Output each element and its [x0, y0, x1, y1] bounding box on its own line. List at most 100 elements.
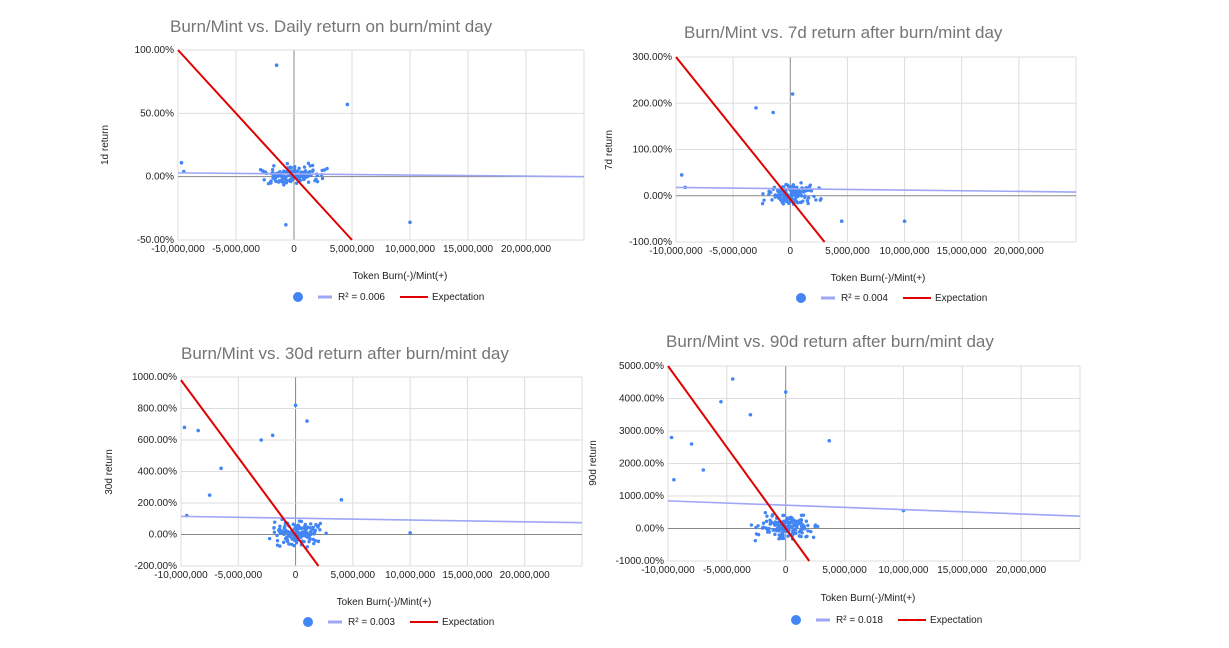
scatter-point [805, 534, 809, 539]
y-tick-label: 0.00% [644, 191, 672, 202]
scatter-point [299, 535, 303, 540]
chart-title: Burn/Mint vs. 7d return after burn/mint … [684, 23, 1003, 42]
scatter-point [285, 161, 290, 166]
scatter-point [325, 166, 329, 171]
scatter-point [800, 531, 804, 535]
scatter-point [719, 399, 723, 404]
chart-title: Burn/Mint vs. 30d return after burn/mint… [181, 344, 509, 363]
scatter-point [806, 523, 810, 528]
scatter-point [799, 181, 803, 185]
scatter-point [271, 176, 275, 180]
scatter-point [278, 524, 282, 529]
scatter-point [783, 390, 788, 394]
y-tick-label: 400.00% [138, 467, 178, 478]
scatter-point [753, 538, 758, 543]
chart-4: Burn/Mint vs. 90d return after burn/mint… [588, 332, 1081, 626]
scatter-point [345, 102, 350, 107]
y-tick-label: -100.00% [629, 237, 672, 248]
scatter-point [672, 477, 676, 482]
scatter-point [262, 178, 266, 182]
scatter-point [310, 527, 314, 532]
y-tick-label: 800.00% [138, 404, 178, 415]
y-tick-label: -1000.00% [616, 556, 664, 567]
scatter-point [763, 510, 768, 515]
scatter-point [305, 531, 309, 535]
scatter-point [789, 195, 794, 199]
y-tick-label: -200.00% [134, 561, 177, 572]
scatter-point [804, 189, 808, 193]
scatter-point [287, 542, 291, 546]
scatter-point [813, 524, 817, 529]
scatter-point [782, 513, 786, 518]
scatter-point [322, 168, 327, 172]
scatter-point [318, 528, 322, 532]
scatter-point [730, 377, 735, 381]
scatter-point [701, 468, 706, 472]
scatter-point [803, 194, 807, 198]
scatter-point [799, 513, 804, 517]
x-tick-label: -5,000,000 [709, 246, 757, 257]
legend-r2-label: R² = 0.018 [836, 615, 883, 626]
scatter-point [312, 532, 316, 536]
scatter-point [760, 526, 765, 530]
scatter-point [754, 532, 759, 536]
x-tick-label: 5,000,000 [330, 244, 375, 255]
scatter-point [302, 539, 306, 544]
y-tick-label: 300.00% [633, 52, 673, 63]
scatter-point [769, 190, 773, 195]
x-tick-label: -10,000,000 [154, 570, 208, 581]
scatter-point [272, 164, 276, 168]
y-tick-label: 200.00% [138, 498, 178, 509]
x-axis-label: Token Burn(-)/Mint(+) [337, 597, 432, 608]
scatter-point [762, 198, 766, 202]
scatter-point [179, 160, 184, 165]
scatter-point [805, 199, 810, 203]
x-tick-label: 10,000,000 [385, 570, 435, 581]
x-tick-label: -5,000,000 [703, 565, 751, 576]
scatter-point [902, 219, 907, 223]
scatter-point [260, 169, 265, 173]
scatter-point [769, 520, 774, 525]
scatter-point [301, 533, 305, 538]
scatter-point [320, 176, 325, 181]
scatter-point [285, 539, 290, 543]
scatter-point [797, 534, 801, 538]
scatter-point [293, 165, 297, 169]
x-axis-label: Token Burn(-)/Mint(+) [831, 273, 926, 284]
scatter-point [219, 466, 223, 471]
scatter-point [748, 412, 753, 417]
x-tick-label: 20,000,000 [500, 570, 550, 581]
scatter-point [764, 519, 769, 524]
scatter-point [286, 530, 291, 534]
scatter-point [294, 181, 299, 185]
y-axis-label: 30d return [104, 449, 115, 495]
scatter-point [790, 92, 795, 96]
scatter-point [292, 543, 296, 548]
legend-marker-points [293, 292, 303, 302]
y-tick-label: 5000.00% [619, 361, 664, 372]
legend-marker-points [791, 615, 801, 625]
scatter-point [679, 173, 684, 177]
scatter-point [282, 183, 286, 187]
scatter-point [289, 531, 293, 536]
legend-expectation-label: Expectation [935, 293, 987, 304]
chart-1: Burn/Mint vs. Daily return on burn/mint … [100, 17, 585, 303]
scatter-point [275, 538, 280, 543]
scatter-point [272, 530, 277, 534]
y-axis-label: 7d return [604, 130, 615, 170]
x-tick-label: 0 [783, 565, 789, 576]
scatter-point [791, 183, 796, 187]
scatter-point [290, 537, 295, 541]
scatter-point [275, 543, 280, 547]
scatter-point [297, 519, 302, 523]
expectation-line [675, 56, 826, 243]
scatter-point [324, 531, 328, 535]
scatter-point [801, 199, 805, 203]
legend-expectation-label: Expectation [432, 292, 484, 303]
legend-r2-label: R² = 0.003 [348, 617, 395, 628]
x-tick-label: 0 [291, 244, 297, 255]
y-tick-label: 200.00% [633, 98, 673, 109]
y-tick-label: 0.00% [149, 530, 177, 541]
scatter-point [274, 63, 279, 67]
